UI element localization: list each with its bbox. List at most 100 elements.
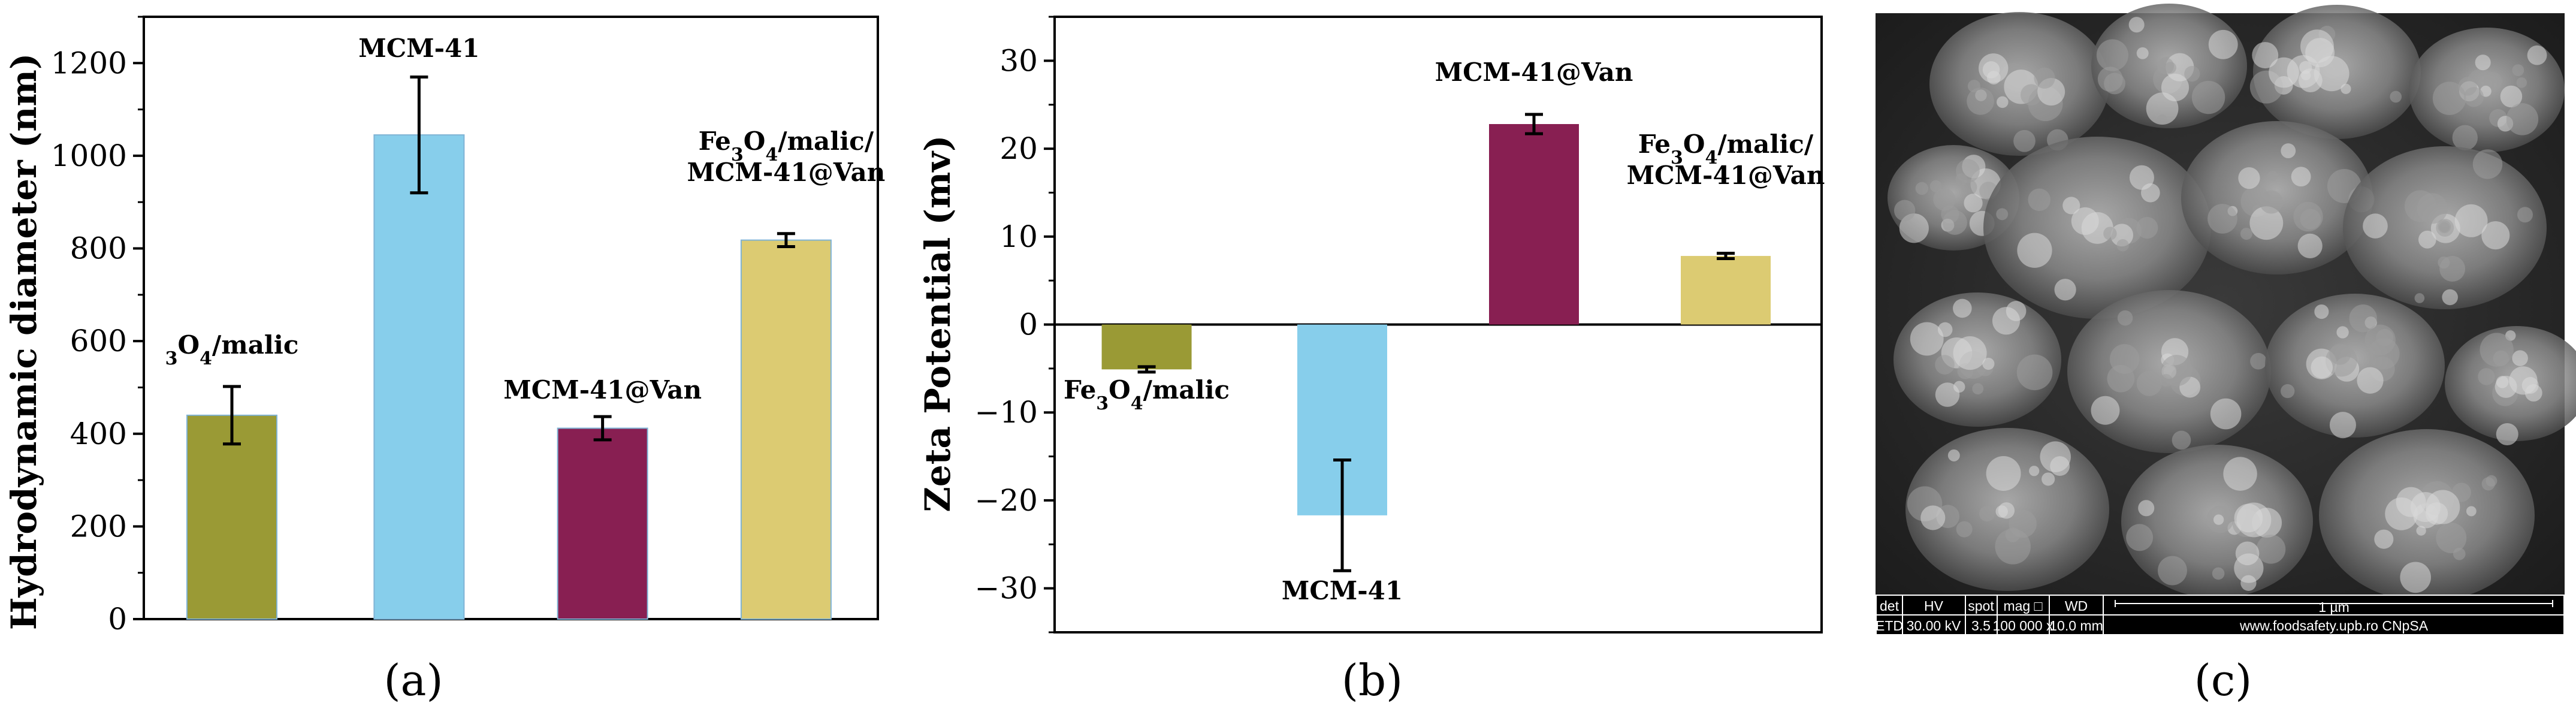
sem-particle — [2436, 218, 2454, 237]
sem-particle — [1961, 179, 1977, 195]
sem-particle — [2311, 356, 2333, 379]
sem-particle — [2240, 228, 2252, 240]
sem-particle — [2400, 562, 2431, 593]
sem-particle — [2013, 129, 2036, 152]
sem-particle — [2452, 125, 2478, 151]
sem-particle — [2117, 310, 2133, 326]
sem-particle — [2329, 343, 2351, 365]
sem-mag-value: 100 000 x — [1992, 618, 2053, 633]
sem-particle — [2287, 55, 2320, 88]
chart-0-bar-3 — [740, 239, 832, 620]
chart-1-ytick-label: 10 — [999, 219, 1038, 254]
sem-particle — [2481, 221, 2510, 250]
sem-particle — [2291, 167, 2311, 187]
sem-particle — [2138, 500, 2155, 517]
sem-particle — [2158, 556, 2187, 586]
sem-particle — [2506, 103, 2539, 135]
sem-particle — [2016, 354, 2053, 391]
sem-particle — [1894, 200, 1916, 221]
sem-particle — [2374, 529, 2394, 549]
sem-particle — [1998, 502, 2015, 519]
sem-particle — [2040, 441, 2071, 472]
sem-particle — [1935, 355, 1955, 375]
sem-wd-label: WD — [2065, 598, 2088, 614]
chart-1-ytick-label: −20 — [974, 483, 1038, 518]
sem-particle — [2172, 430, 2191, 450]
sem-particle — [2293, 201, 2323, 232]
sem-particle — [2252, 42, 2279, 69]
sem-particle — [2235, 541, 2260, 566]
sem-particle — [2417, 193, 2448, 224]
sem-particle — [2091, 396, 2120, 425]
sem-particle — [2054, 279, 2076, 301]
chart-1-ytick-label: 0 — [1019, 307, 1038, 342]
sem-info-bar: det ETD HV 30.00 kV spot 3.5 mag □ 100 0… — [1876, 595, 2565, 635]
sem-particle — [2042, 472, 2055, 486]
sem-particle — [2157, 114, 2167, 125]
sem-source-text: www.foodsafety.upb.ro CNpSA — [2239, 618, 2429, 633]
chart-a: 0 200 400 600 800 1000 1200 3O4/malic MCM-41 MCM-… — [51, 16, 885, 636]
sem-particle — [1979, 506, 1995, 522]
chart-0-ytick-label: 600 — [70, 324, 127, 358]
sem-particle — [2034, 67, 2055, 89]
sem-particle — [2109, 344, 2140, 374]
sem-particle — [2208, 29, 2238, 59]
sem-particle — [2071, 207, 2099, 235]
chart-0-ytick-label: 800 — [70, 231, 127, 266]
sem-particle — [2223, 457, 2257, 491]
sem-particle — [2438, 256, 2450, 269]
sem-particle — [2512, 350, 2528, 366]
sem-particle — [2062, 197, 2080, 215]
sem-det-label: det — [1880, 598, 1899, 614]
sem-particle — [2126, 524, 2154, 551]
chart-0-ytick-label: 1200 — [51, 46, 127, 80]
sem-particle — [1910, 322, 1944, 356]
sem-particle — [2281, 143, 2296, 159]
chart-b-ylabel: Zeta Potential (mv) — [917, 135, 958, 512]
sem-particle — [2416, 526, 2426, 536]
chart-0-ytick-label: 0 — [108, 602, 127, 636]
chart-1-bar-label-2: MCM-41@Van — [1435, 58, 1633, 87]
sem-particle — [2527, 45, 2547, 65]
sem-particle — [2136, 216, 2158, 239]
chart-1-bar-label-0: Fe3O4/malic — [1064, 375, 1230, 414]
sem-scale-label: 1 µm — [2318, 599, 2349, 615]
chart-1-bar-3 — [1681, 256, 1771, 325]
sem-particle — [2458, 77, 2477, 96]
sem-particle — [2238, 167, 2260, 189]
sem-particle — [1996, 208, 2009, 221]
sem-particle — [2103, 227, 2117, 240]
chart-0-bar-label-0: 3O4/malic — [165, 330, 299, 369]
sem-particle — [2028, 188, 2051, 212]
sem-particle — [1967, 88, 1994, 115]
chart-0-bar-label-3-line-1: MCM-41@Van — [687, 158, 885, 187]
sem-particle — [2267, 170, 2278, 182]
sem-particle — [2281, 384, 2295, 399]
sem-hv-value: 30.00 kV — [1907, 618, 1961, 633]
sem-particle — [1929, 180, 1942, 192]
sem-particle — [1942, 210, 1967, 235]
chart-0-bar-0 — [186, 414, 277, 620]
chart-0-bar-2 — [557, 427, 648, 620]
sem-particle — [2466, 506, 2477, 517]
sem-particle — [1956, 159, 1980, 183]
sem-particle — [2336, 326, 2349, 339]
sem-particle — [1979, 53, 2009, 83]
sem-particle — [1915, 182, 1929, 195]
sem-micrograph — [1876, 4, 2576, 602]
sem-particle — [2390, 90, 2402, 103]
sem-particle — [2426, 490, 2460, 524]
sem-particle — [1982, 357, 1995, 370]
sem-hv-label: HV — [1924, 598, 1944, 614]
sem-particle — [1953, 298, 1972, 318]
sem-particle — [2363, 213, 2388, 239]
sem-particle — [1953, 381, 1965, 393]
chart-1-ytick-label: −10 — [974, 395, 1038, 430]
sem-particle — [1933, 188, 1956, 211]
chart-1-bar-label-3-line-1: MCM-41@Van — [1627, 161, 1825, 190]
sem-particle — [2097, 67, 2123, 92]
sem-particle — [1995, 529, 2031, 565]
chart-1-ytick-label: 20 — [999, 131, 1038, 166]
sem-particle — [2213, 514, 2224, 525]
